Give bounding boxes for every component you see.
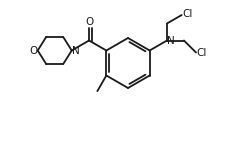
Text: Cl: Cl (197, 48, 207, 58)
Text: N: N (72, 45, 80, 56)
Text: Cl: Cl (182, 9, 193, 19)
Text: O: O (30, 45, 38, 56)
Text: N: N (167, 35, 174, 45)
Text: O: O (85, 17, 93, 27)
